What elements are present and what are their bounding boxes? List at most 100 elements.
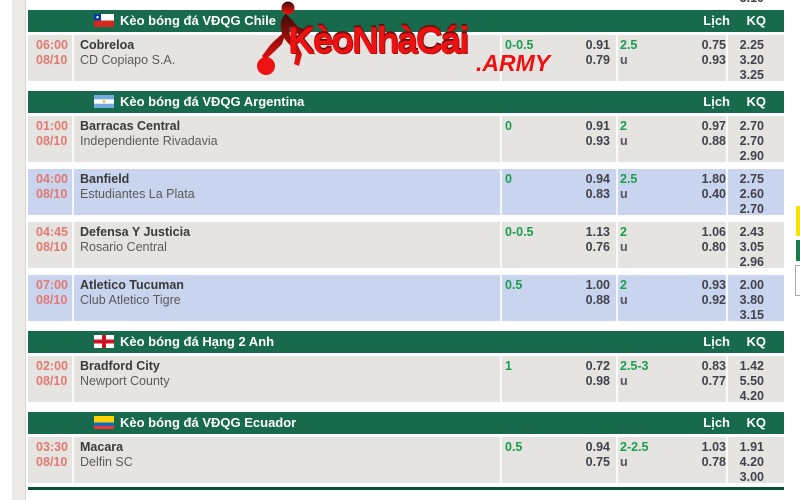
handicap-home-odds[interactable]: 0.94 <box>585 440 610 454</box>
match-row[interactable]: 04:00 08/10 Banfield Estudiantes La Plat… <box>28 169 784 216</box>
section-header-england[interactable]: Kèo bóng đá Hạng 2 Anh Lịch KQ <box>28 331 784 353</box>
away-team[interactable]: Delfin SC <box>80 455 133 469</box>
handicap-away-odds[interactable]: 0.76 <box>585 240 610 254</box>
draw-odds[interactable]: 2.70 <box>739 134 764 148</box>
column-header-lich: Lịch <box>703 415 730 430</box>
draw-odds[interactable]: 4.20 <box>739 455 764 469</box>
over-under-line[interactable]: 2.5-3 <box>620 359 649 373</box>
column-divider <box>72 35 74 81</box>
win-home-odds[interactable]: 2.70 <box>739 119 764 133</box>
section-header-argentina[interactable]: Kèo bóng đá VĐQG Argentina Lịch KQ <box>28 91 784 113</box>
draw-odds[interactable]: 5.50 <box>739 374 764 388</box>
match-row[interactable]: 03:30 08/10 Macara Delfin SC 0.5 0.94 0.… <box>28 437 784 484</box>
handicap-away-odds[interactable]: 0.83 <box>585 187 610 201</box>
over-under-line[interactable]: 2-2.5 <box>620 440 649 454</box>
under-odds[interactable]: 0.88 <box>701 134 726 148</box>
home-team[interactable]: Bradford City <box>80 359 160 373</box>
match-row[interactable]: 02:00 08/10 Bradford City Newport County… <box>28 356 784 403</box>
over-odds[interactable]: 1.06 <box>701 225 726 239</box>
handicap-home-odds[interactable]: 0.94 <box>585 172 610 186</box>
win-away-odds[interactable]: 3.25 <box>739 68 764 82</box>
over-odds[interactable]: 0.75 <box>701 38 726 52</box>
win-home-odds[interactable]: 2.25 <box>739 38 764 52</box>
handicap-line[interactable]: 0 <box>505 172 512 186</box>
handicap-line[interactable]: 0-0.5 <box>505 38 534 52</box>
column-divider <box>616 356 618 402</box>
handicap-line[interactable]: 0 <box>505 119 512 133</box>
match-date: 08/10 <box>36 455 68 469</box>
match-row[interactable]: 01:00 08/10 Barracas Central Independien… <box>28 116 784 163</box>
draw-odds[interactable]: 3.20 <box>739 53 764 67</box>
handicap-home-odds[interactable]: 0.72 <box>585 359 610 373</box>
win-away-odds[interactable]: 3.15 <box>739 308 764 322</box>
handicap-away-odds[interactable]: 0.75 <box>585 455 610 469</box>
section-header-chile[interactable]: Kèo bóng đá VĐQG Chile Lịch KQ <box>28 10 784 32</box>
draw-odds[interactable]: 3.80 <box>739 293 764 307</box>
away-team[interactable]: CD Copiapo S.A. <box>80 53 176 67</box>
win-away-odds[interactable]: 3.00 <box>739 470 764 484</box>
handicap-line[interactable]: 1 <box>505 359 512 373</box>
win-home-odds[interactable]: 2.00 <box>739 278 764 292</box>
over-under-line[interactable]: 2 <box>620 278 627 292</box>
home-team[interactable]: Defensa Y Justicia <box>80 225 191 239</box>
handicap-home-odds[interactable]: 0.91 <box>585 38 610 52</box>
win-away-odds[interactable]: 4.20 <box>739 389 764 403</box>
over-under-line[interactable]: 2.5 <box>620 172 638 186</box>
under-label: u <box>620 187 628 201</box>
win-away-odds[interactable]: 2.90 <box>739 149 764 163</box>
draw-odds[interactable]: 2.60 <box>739 187 764 201</box>
away-team[interactable]: Rosario Central <box>80 240 167 254</box>
handicap-away-odds[interactable]: 0.98 <box>585 374 610 388</box>
column-divider <box>616 437 618 483</box>
home-team[interactable]: Atletico Tucuman <box>80 278 184 292</box>
handicap-line[interactable]: 0-0.5 <box>505 225 534 239</box>
match-time: 07:00 <box>36 278 68 292</box>
away-team[interactable]: Newport County <box>80 374 170 388</box>
over-under-line[interactable]: 2 <box>620 225 627 239</box>
over-odds[interactable]: 1.80 <box>701 172 726 186</box>
match-row[interactable]: 06:00 08/10 Cobreloa CD Copiapo S.A. 0-0… <box>28 35 784 82</box>
win-home-odds[interactable]: 2.75 <box>739 172 764 186</box>
win-away-odds[interactable]: 2.96 <box>739 255 764 269</box>
under-odds[interactable]: 0.80 <box>701 240 726 254</box>
column-header-kq: KQ <box>746 334 767 349</box>
win-home-odds[interactable]: 2.43 <box>739 225 764 239</box>
win-home-odds[interactable]: 1.42 <box>739 359 764 373</box>
draw-odds[interactable]: 3.05 <box>739 240 764 254</box>
home-team[interactable]: Macara <box>80 440 124 454</box>
home-team[interactable]: Cobreloa <box>80 38 135 52</box>
match-date: 08/10 <box>36 187 68 201</box>
handicap-away-odds[interactable]: 0.93 <box>585 134 610 148</box>
under-odds[interactable]: 0.93 <box>701 53 726 67</box>
over-odds[interactable]: 0.83 <box>701 359 726 373</box>
home-team[interactable]: Barracas Central <box>80 119 181 133</box>
handicap-home-odds[interactable]: 0.91 <box>585 119 610 133</box>
section-header-ecuador[interactable]: Kèo bóng đá VĐQG Ecuador Lịch KQ <box>28 412 784 434</box>
away-team[interactable]: Independiente Rivadavia <box>80 134 218 148</box>
over-under-line[interactable]: 2 <box>620 119 627 133</box>
under-odds[interactable]: 0.77 <box>701 374 726 388</box>
handicap-away-odds[interactable]: 0.79 <box>585 53 610 67</box>
win-away-odds[interactable]: 2.70 <box>739 202 764 216</box>
over-odds[interactable]: 0.93 <box>701 278 726 292</box>
match-time: 04:00 <box>36 172 68 186</box>
over-under-line[interactable]: 2.5 <box>620 38 638 52</box>
handicap-home-odds[interactable]: 1.13 <box>585 225 610 239</box>
handicap-line[interactable]: 0.5 <box>505 440 523 454</box>
match-row[interactable]: 04:45 08/10 Defensa Y Justicia Rosario C… <box>28 222 784 269</box>
over-odds[interactable]: 1.03 <box>701 440 726 454</box>
handicap-home-odds[interactable]: 1.00 <box>585 278 610 292</box>
away-team[interactable]: Estudiantes La Plata <box>80 187 195 201</box>
win-home-odds[interactable]: 1.91 <box>739 440 764 454</box>
handicap-line[interactable]: 0.5 <box>505 278 523 292</box>
over-odds[interactable]: 0.97 <box>701 119 726 133</box>
section-title: Kèo bóng đá VĐQG Argentina <box>120 94 305 109</box>
match-row[interactable]: 07:00 08/10 Atletico Tucuman Club Atleti… <box>28 275 784 322</box>
under-odds[interactable]: 0.92 <box>701 293 726 307</box>
under-odds[interactable]: 0.40 <box>701 187 726 201</box>
home-team[interactable]: Banfield <box>80 172 130 186</box>
handicap-away-odds[interactable]: 0.88 <box>585 293 610 307</box>
under-odds[interactable]: 0.78 <box>701 455 726 469</box>
odds-table: 3.10 Kèo bóng đá VĐQG Chile Lịch KQ 06:0… <box>28 0 784 490</box>
away-team[interactable]: Club Atletico Tigre <box>80 293 181 307</box>
